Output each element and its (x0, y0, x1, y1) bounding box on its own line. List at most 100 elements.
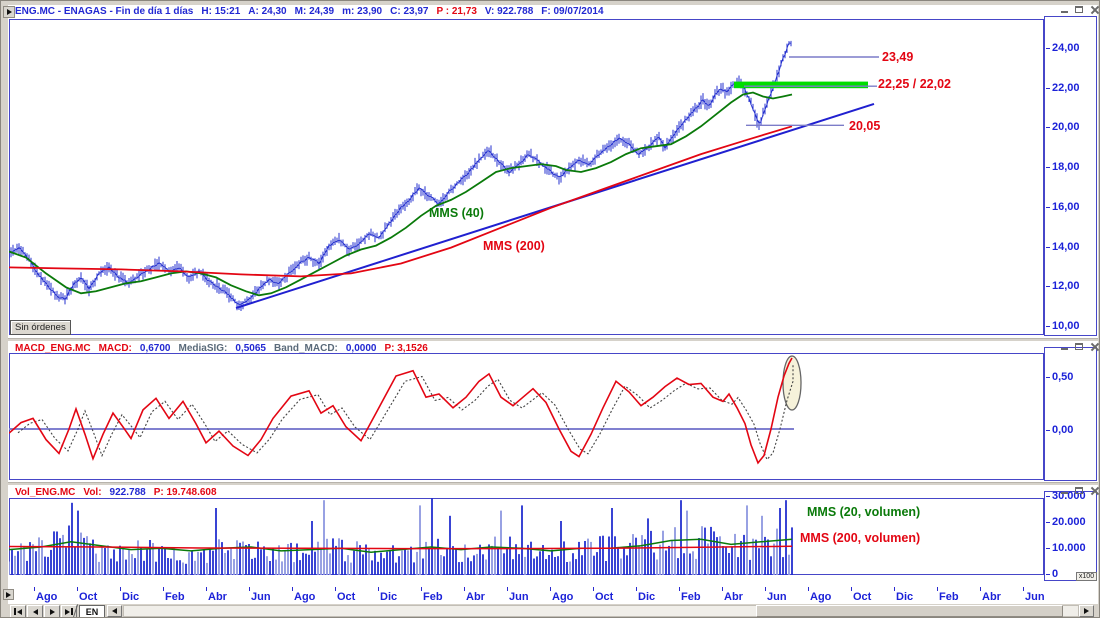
x-axis-tick (378, 587, 379, 591)
volume-plot[interactable] (9, 498, 1044, 575)
mms40-line (9, 91, 793, 297)
sin-ordenes-button[interactable]: Sin órdenes (10, 320, 71, 335)
price-line (9, 42, 792, 306)
y-axis-tick: 14,00 (1046, 241, 1080, 253)
y-axis-tick: 24,00 (1046, 42, 1080, 54)
y-axis-tick: 0,50 (1046, 371, 1073, 383)
x-axis-tick (679, 587, 680, 591)
maximize-icon[interactable] (1073, 4, 1085, 14)
scroll-left-icon[interactable] (107, 605, 122, 617)
price-bars (9, 40, 792, 311)
title-segment: M: 24,39 (294, 6, 335, 17)
macd-signal-line (17, 365, 794, 461)
title-segment: V: 922.788 (484, 6, 534, 17)
x-axis-tick (722, 587, 723, 591)
volume-mms200-line (9, 545, 793, 550)
y-axis-tick: 18,00 (1046, 161, 1080, 173)
y-axis-tick: 10.000 (1046, 542, 1086, 554)
macd-window-controls (1058, 341, 1099, 351)
y-axis-tick: 20.000 (1046, 516, 1086, 528)
volume-mms-label[interactable]: MMS (20, volumen) (807, 505, 921, 519)
title-segment: Vol_ENG.MC (15, 487, 76, 498)
mms-label[interactable]: MMS (40) (429, 206, 484, 220)
scroll-right-icon[interactable] (1079, 605, 1094, 617)
close-icon[interactable] (1088, 341, 1099, 351)
minimize-icon[interactable] (1058, 341, 1070, 351)
x-axis-tick (464, 587, 465, 591)
x-axis-tick (507, 587, 508, 591)
sheet-tab-en[interactable]: EN (79, 605, 105, 617)
x-axis-month-label: Ago (552, 591, 574, 603)
close-icon[interactable] (1088, 485, 1099, 495)
x-axis-tick (1023, 587, 1024, 591)
x-axis[interactable]: Ago Oct Dic Feb Abr Jun Ago Oct Dic Feb Abr Jun Ago O… (8, 587, 1098, 604)
triangle-right-icon (6, 591, 11, 598)
x-axis-tick (636, 587, 637, 591)
panel-menu-button[interactable] (3, 6, 15, 18)
x-axis-month-label: Oct (853, 591, 872, 603)
price-level-label[interactable]: 20,05 (849, 119, 881, 133)
title-segment: ENG.MC - ENAGAS - Fin de día 1 días (15, 6, 194, 17)
title-segment: Band_MACD: (273, 343, 338, 354)
x-axis-month-label: Oct (595, 591, 614, 603)
x-axis-tick (206, 587, 207, 591)
x-axis-month-label: Feb (681, 591, 701, 603)
maximize-icon[interactable] (1073, 341, 1085, 351)
next-sheet-button[interactable] (44, 605, 60, 617)
maximize-icon[interactable] (1073, 485, 1085, 495)
minimize-icon[interactable] (1058, 485, 1070, 495)
mms200-line (9, 125, 793, 278)
mms-label[interactable]: MMS (200) (483, 239, 545, 253)
close-icon[interactable] (1088, 4, 1099, 14)
title-segment: A: 24,30 (248, 6, 287, 17)
x-axis-tick (421, 587, 422, 591)
price-plot[interactable] (9, 19, 1044, 335)
x-axis-tick (593, 587, 594, 591)
axis-expand-button[interactable] (3, 589, 14, 600)
title-segment: C: 23,97 (390, 6, 429, 17)
x-axis-month-label: Dic (896, 591, 914, 603)
volume-mms20-line (9, 538, 793, 553)
x-axis-month-label: Jun (1025, 591, 1045, 603)
y-axis-tick: 20,00 (1046, 121, 1080, 133)
x-axis-month-label: Abr (466, 591, 485, 603)
price-y-axis[interactable]: 24,00 22,00 20,00 18,00 16,00 14,00 12,00 10,00 (1044, 16, 1097, 336)
volume-mms-label[interactable]: MMS (200, volumen) (800, 531, 921, 545)
minimize-icon[interactable] (1058, 4, 1070, 14)
first-sheet-button[interactable] (10, 605, 26, 617)
x-axis-month-label: Ago (36, 591, 58, 603)
volume-bars (9, 498, 793, 575)
x-axis-month-label: Abr (982, 591, 1001, 603)
volume-panel-title: Vol_ENG.MC Vol: 922.788 P: 19.748.608 (15, 486, 225, 499)
x-axis-tick (937, 587, 938, 591)
price-level-label[interactable]: 23,49 (882, 50, 914, 64)
macd-plot[interactable] (9, 353, 1044, 480)
price-level-label[interactable]: 22,25 / 22,02 (878, 77, 951, 91)
x-axis-month-label: Dic (380, 591, 398, 603)
y-axis-tick: 16,00 (1046, 201, 1080, 213)
macd-y-axis[interactable]: 0,50 0,00 (1044, 347, 1097, 481)
title-segment: P : 21,73 (436, 6, 477, 17)
y-axis-tick: 22,00 (1046, 82, 1080, 94)
prev-sheet-button[interactable] (27, 605, 43, 617)
x-axis-tick (249, 587, 250, 591)
x-axis-month-label: Jun (251, 591, 271, 603)
macd-panel-title: MACD_ENG.MC MACD: 0,6700 MediaSIG: 0,5065 Ban… (15, 342, 436, 355)
x-axis-tick (808, 587, 809, 591)
volume-scale-unit: x100 (1076, 572, 1097, 581)
x-axis-month-label: Feb (423, 591, 443, 603)
y-axis-tick: 0 (1046, 568, 1058, 580)
x-axis-month-label: Jun (767, 591, 787, 603)
x-axis-tick (34, 587, 35, 591)
x-axis-tick (292, 587, 293, 591)
volume-y-axis[interactable]: 30.000 20.000 10.000 0 (1044, 490, 1097, 581)
title-segment: MACD: (98, 343, 132, 354)
x-axis-tick (335, 587, 336, 591)
y-axis-tick: 0,00 (1046, 424, 1073, 436)
highlight-ellipse (782, 355, 802, 411)
h-scrollbar-thumb[interactable] (756, 605, 1063, 617)
x-axis-tick (163, 587, 164, 591)
title-segment: m: 23,90 (342, 6, 383, 17)
title-segment: P: 3,1526 (384, 343, 428, 354)
